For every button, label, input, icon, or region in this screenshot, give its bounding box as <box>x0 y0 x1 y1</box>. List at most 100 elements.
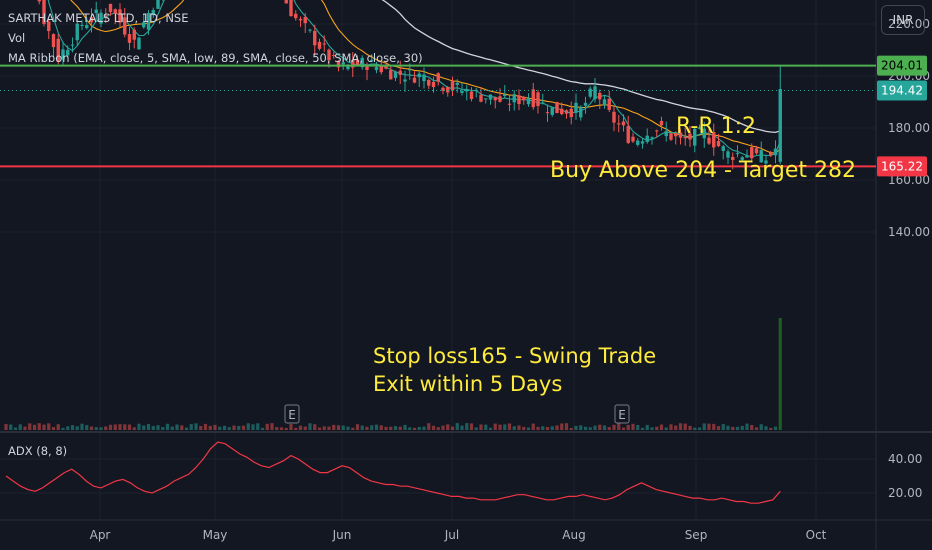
volume-bar <box>175 424 179 430</box>
candle <box>778 89 782 162</box>
candle <box>322 43 326 45</box>
candle <box>697 127 702 129</box>
earnings-marker: E <box>614 404 630 424</box>
candle <box>42 0 46 24</box>
volume-bar <box>683 423 687 430</box>
volume-bar <box>479 424 483 430</box>
candle <box>94 9 98 14</box>
volume-bar <box>697 427 702 430</box>
volume-bar <box>517 425 521 430</box>
candle <box>137 37 141 50</box>
volume-bar <box>75 426 79 430</box>
candle <box>712 131 716 148</box>
volume-bar <box>294 427 298 430</box>
volume-bar <box>379 425 383 430</box>
candle <box>726 151 730 158</box>
volume-bar <box>322 426 326 430</box>
candle <box>332 55 336 57</box>
candle <box>531 89 535 108</box>
candle <box>455 82 459 86</box>
time-axis: Apr May Jun Jul Aug Sep Oct <box>90 528 827 542</box>
volume-bar <box>735 426 740 430</box>
volume-bar <box>474 427 478 430</box>
volume-bar <box>13 427 18 430</box>
volume-bar <box>393 426 398 430</box>
candle <box>336 61 341 68</box>
ma-ribbon-legend[interactable]: MA Ribbon (EMA, close, 5, SMA, low, 89, … <box>8 51 423 65</box>
volume-bar <box>99 427 103 430</box>
volume-bar <box>232 425 236 430</box>
candle <box>294 13 298 19</box>
earnings-marker-box <box>284 404 300 424</box>
volume-bar <box>674 425 678 430</box>
candle <box>441 87 445 91</box>
volume-bar <box>256 423 260 430</box>
volume-bar <box>370 425 374 430</box>
volume-bar <box>251 424 255 430</box>
volume-bar <box>61 427 65 430</box>
volume-legend[interactable]: Vol <box>8 31 26 45</box>
volume-bar <box>579 425 583 430</box>
earnings-marker-box <box>614 404 630 424</box>
candle <box>379 66 383 73</box>
earnings-marker-label: E <box>618 408 626 422</box>
volume-bar <box>237 425 241 430</box>
candle <box>731 156 735 160</box>
volume-bar <box>555 425 559 430</box>
volume-bar <box>569 427 573 430</box>
candle <box>37 0 41 2</box>
volume-bar <box>759 424 763 430</box>
candle <box>612 111 616 123</box>
symbol-title[interactable]: SARTHAK METALS LTD, 1D, NSE <box>8 11 189 25</box>
volume-bar <box>123 424 127 430</box>
candle <box>484 98 488 100</box>
volume-bar <box>412 427 417 430</box>
volume-bar <box>583 426 588 430</box>
volume-bar <box>336 425 341 430</box>
candle <box>132 29 136 40</box>
volume-bar <box>56 424 60 430</box>
volume-bar <box>431 425 436 430</box>
candle <box>360 57 364 68</box>
volume-bar <box>626 424 630 430</box>
candle <box>398 70 402 75</box>
volume-bar <box>85 425 89 430</box>
x-tick-label: Apr <box>90 528 111 542</box>
volume-bar <box>712 423 716 430</box>
candle <box>750 147 754 159</box>
volume-bar <box>631 423 635 430</box>
candle <box>693 128 697 146</box>
volume-bar <box>218 426 222 430</box>
volume-bar <box>165 423 170 430</box>
candle <box>588 88 592 97</box>
price-tag <box>877 80 927 101</box>
x-tick-label: Oct <box>806 528 827 542</box>
volume-bar <box>275 427 279 430</box>
volume-bar <box>398 426 402 430</box>
stop-annotation: Stop loss165 - Swing Trade <box>373 344 657 368</box>
volume-bar <box>460 425 464 430</box>
candle <box>498 96 502 102</box>
volume-bar <box>740 425 744 430</box>
volume-bar <box>469 423 474 430</box>
candle <box>422 74 426 82</box>
volume-bar <box>146 424 151 430</box>
currency-button[interactable]: INR <box>881 5 925 35</box>
volume-bar <box>113 424 117 430</box>
volume-bar <box>659 424 664 430</box>
candle <box>550 107 554 115</box>
candle <box>66 49 70 56</box>
candles <box>37 0 782 171</box>
candle <box>479 94 483 102</box>
volume-bar <box>28 423 32 430</box>
volume-bar <box>298 425 303 430</box>
x-tick-label: May <box>203 528 228 542</box>
volume-bar <box>118 424 122 430</box>
candle <box>669 133 673 140</box>
candle <box>574 102 578 113</box>
volume-bar <box>279 427 284 430</box>
volume-bar <box>531 423 535 430</box>
volume-bar <box>441 425 445 430</box>
candle <box>317 41 322 49</box>
